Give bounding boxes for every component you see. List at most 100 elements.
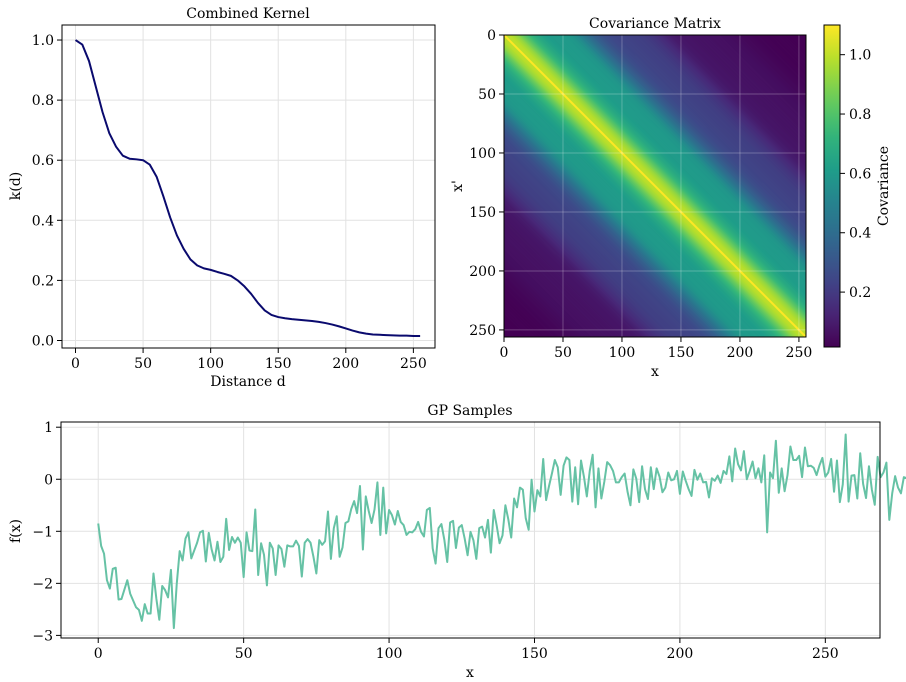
heatmap-band bbox=[504, 116, 725, 337]
heatmap-band bbox=[597, 35, 806, 244]
heatmap-band bbox=[504, 161, 680, 337]
heatmap-band bbox=[504, 89, 752, 337]
heatmap-band bbox=[519, 35, 806, 322]
heatmap-band bbox=[504, 108, 733, 337]
heatmap-band bbox=[504, 94, 747, 337]
heatmap-band bbox=[527, 35, 806, 314]
x-tick-label: 200 bbox=[727, 345, 754, 361]
heatmap-band bbox=[595, 35, 806, 246]
heatmap-band bbox=[504, 59, 782, 337]
heatmap-band bbox=[504, 179, 662, 337]
heatmap-band bbox=[629, 35, 806, 212]
heatmap-band bbox=[504, 168, 673, 337]
heatmap-band bbox=[504, 97, 744, 337]
heatmap-band bbox=[573, 35, 806, 268]
heatmap-band bbox=[504, 74, 767, 337]
heatmap-band bbox=[553, 35, 806, 288]
y-tick-label: 100 bbox=[469, 146, 496, 162]
x-tick-label: 50 bbox=[554, 345, 572, 361]
heatmap-band bbox=[537, 35, 806, 304]
heatmap-band bbox=[653, 35, 806, 188]
heatmap-band bbox=[504, 134, 707, 337]
heatmap-band bbox=[504, 121, 720, 337]
heatmap-band bbox=[504, 183, 658, 337]
heatmap-band bbox=[647, 35, 806, 194]
heatmap-band bbox=[630, 35, 806, 211]
heatmap-band bbox=[619, 35, 806, 222]
heatmap-band bbox=[504, 156, 685, 337]
heatmap-band bbox=[613, 35, 806, 228]
heatmap-band bbox=[530, 35, 806, 311]
heatmap-band bbox=[504, 131, 710, 337]
heatmap-band bbox=[504, 69, 772, 337]
heatmap-band bbox=[578, 35, 806, 263]
heatmap-band bbox=[504, 158, 683, 337]
kernel-xlabel: Distance d bbox=[210, 374, 285, 390]
heatmap-band bbox=[584, 35, 806, 257]
heatmap-band bbox=[547, 35, 806, 294]
heatmap-band bbox=[568, 35, 806, 273]
x-tick-label: 0 bbox=[94, 646, 103, 662]
heatmap-band bbox=[652, 35, 806, 189]
heatmap-band bbox=[576, 35, 806, 265]
heatmap-band bbox=[504, 95, 746, 337]
heatmap-band bbox=[504, 58, 783, 337]
heatmap-band bbox=[639, 35, 806, 202]
samples-panel: 0 50 100 150 200 250 −3 −2 −1 0 1 GP Samples x f(… bbox=[8, 403, 906, 681]
heatmap-band bbox=[518, 35, 806, 323]
heatmap-band bbox=[504, 159, 682, 337]
heatmap-band bbox=[504, 72, 769, 337]
heatmap-band bbox=[504, 166, 675, 337]
kernel-panel: 0 50 100 150 200 250 0.0 0.2 0.4 0.6 0.8 1.0 Combi… bbox=[8, 6, 436, 390]
colorbar-tick-label: 0.6 bbox=[849, 166, 871, 182]
heatmap-band bbox=[601, 35, 806, 240]
heatmap-band bbox=[570, 35, 806, 271]
heatmap-band bbox=[517, 35, 806, 324]
kernel-title: Combined Kernel bbox=[186, 6, 310, 22]
colorbar-tick-label: 0.2 bbox=[849, 285, 871, 301]
heatmap-band bbox=[504, 147, 694, 337]
heatmap-band bbox=[504, 145, 696, 337]
heatmap-band bbox=[574, 35, 806, 267]
heatmap-band bbox=[504, 126, 715, 337]
heatmap-band bbox=[504, 87, 754, 337]
heatmap-band bbox=[636, 35, 806, 205]
heatmap-band bbox=[504, 152, 689, 337]
heatmap-band bbox=[504, 180, 661, 337]
heatmap-band bbox=[583, 35, 806, 258]
heatmap-band bbox=[511, 35, 806, 330]
heatmap-band bbox=[504, 120, 721, 337]
heatmap-band bbox=[637, 35, 806, 204]
y-tick-label: 1.0 bbox=[32, 33, 54, 49]
heatmap-band bbox=[604, 35, 806, 237]
heatmap-band bbox=[504, 158, 683, 337]
heatmap-band bbox=[621, 35, 806, 220]
heatmap-band bbox=[559, 35, 806, 282]
heatmap-band bbox=[504, 53, 788, 337]
y-tick-label: 0.0 bbox=[32, 333, 54, 349]
x-tick-label: 150 bbox=[668, 345, 695, 361]
heatmap-band bbox=[534, 35, 806, 307]
heatmap-band bbox=[512, 35, 806, 329]
heatmap-band bbox=[504, 65, 776, 337]
heatmap-band bbox=[600, 35, 806, 241]
heatmap-band bbox=[632, 35, 806, 209]
heatmap-band bbox=[504, 143, 698, 337]
heatmap-band bbox=[606, 35, 806, 235]
heatmap-band bbox=[606, 35, 806, 235]
heatmap-band bbox=[504, 163, 678, 337]
heatmap-band bbox=[504, 122, 719, 337]
heatmap-band bbox=[504, 109, 732, 337]
heatmap-band bbox=[620, 35, 806, 221]
heatmap-band bbox=[504, 146, 695, 337]
heatmap-band bbox=[637, 35, 806, 204]
heatmap-band bbox=[642, 35, 806, 199]
heatmap-band bbox=[504, 51, 790, 337]
heatmap-band bbox=[504, 45, 796, 337]
heatmap-band bbox=[596, 35, 806, 245]
heatmap-band bbox=[575, 35, 806, 266]
heatmap-band bbox=[504, 78, 763, 337]
heatmap-band bbox=[504, 156, 685, 337]
heatmap-band bbox=[504, 165, 676, 337]
